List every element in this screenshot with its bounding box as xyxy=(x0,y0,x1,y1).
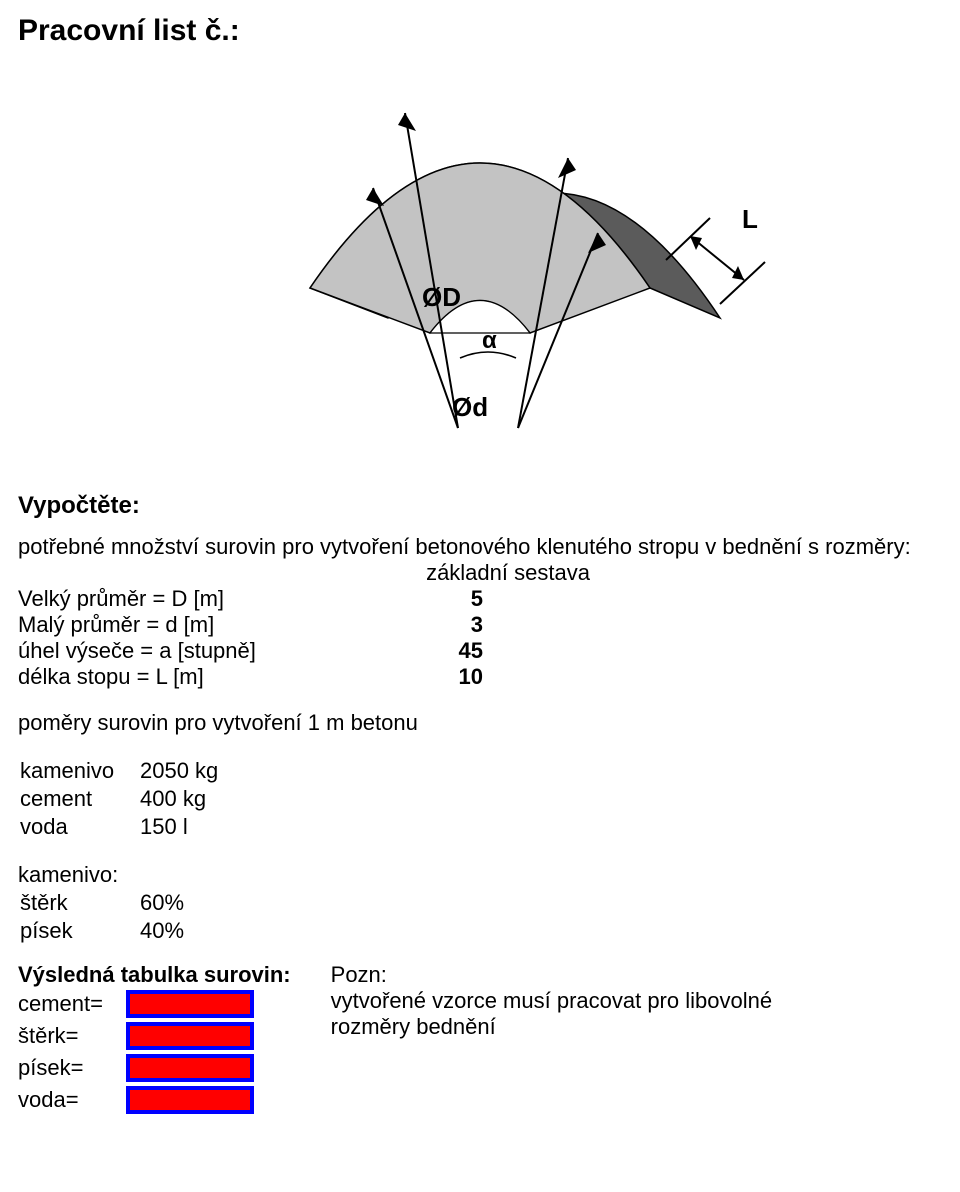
ratio-label: cement xyxy=(20,786,138,812)
aggregate-label: štěrk xyxy=(20,890,138,916)
arc-diagram: L ØD α Ød xyxy=(160,58,800,478)
ratio-value: 150 l xyxy=(140,814,250,840)
page-title: Pracovní list č.: xyxy=(18,14,942,48)
note-heading: Pozn: xyxy=(331,962,851,988)
param-label: délka stopu = L [m] xyxy=(18,664,398,690)
note-text: vytvořené vzorce musí pracovat pro libov… xyxy=(331,988,851,1040)
result-label: voda= xyxy=(18,1084,126,1116)
aggregate-label: písek xyxy=(20,918,138,944)
sestava-label: základní sestava xyxy=(268,560,748,586)
param-row: Malý průměr = d [m] 3 xyxy=(18,612,483,638)
param-value: 3 xyxy=(398,612,483,638)
result-label: písek= xyxy=(18,1052,126,1084)
result-row: písek= xyxy=(18,1052,266,1084)
ratio-label: kamenivo xyxy=(20,758,138,784)
ratio-value: 400 kg xyxy=(140,786,250,812)
aggregate-value: 60% xyxy=(140,890,250,916)
param-label: Malý průměr = d [m] xyxy=(18,612,398,638)
label-L: L xyxy=(742,204,758,234)
result-label: štěrk= xyxy=(18,1020,126,1052)
ratio-label: voda xyxy=(20,814,138,840)
results-table: cement= štěrk= písek= voda= xyxy=(18,988,266,1116)
label-alpha: α xyxy=(482,327,497,354)
result-box-pisek xyxy=(126,1054,254,1082)
params-table: Velký průměr = D [m] 5 Malý průměr = d [… xyxy=(18,586,483,690)
task-text: potřebné množství surovin pro vytvoření … xyxy=(18,534,942,560)
diagram-container: L ØD α Ød xyxy=(18,58,942,478)
param-value: 45 xyxy=(398,638,483,664)
result-box-voda xyxy=(126,1086,254,1114)
param-row: Velký průměr = D [m] 5 xyxy=(18,586,483,612)
param-row: délka stopu = L [m] 10 xyxy=(18,664,483,690)
aggregate-row: štěrk 60% xyxy=(20,890,250,916)
label-od-small: Ød xyxy=(452,392,488,422)
param-label: úhel výseče = a [stupně] xyxy=(18,638,398,664)
result-box-sterk xyxy=(126,1022,254,1050)
result-label: cement= xyxy=(18,988,126,1020)
result-box-cement xyxy=(126,990,254,1018)
aggregate-heading: kamenivo: xyxy=(18,862,942,888)
param-value: 5 xyxy=(398,586,483,612)
aggregate-table: štěrk 60% písek 40% xyxy=(18,888,252,946)
result-row: voda= xyxy=(18,1084,266,1116)
results-heading: Výsledná tabulka surovin: xyxy=(18,962,291,988)
param-label: Velký průměr = D [m] xyxy=(18,586,398,612)
ratios-table: kamenivo 2050 kg cement 400 kg voda 150 … xyxy=(18,756,252,842)
ratio-value: 2050 kg xyxy=(140,758,250,784)
result-row: cement= xyxy=(18,988,266,1020)
aggregate-row: písek 40% xyxy=(20,918,250,944)
ratios-heading: poměry surovin pro vytvoření 1 m betonu xyxy=(18,710,942,736)
ratio-row: voda 150 l xyxy=(20,814,250,840)
param-value: 10 xyxy=(398,664,483,690)
result-row: štěrk= xyxy=(18,1020,266,1052)
ratio-row: cement 400 kg xyxy=(20,786,250,812)
ratio-row: kamenivo 2050 kg xyxy=(20,758,250,784)
compute-heading: Vypočtěte: xyxy=(18,492,942,520)
param-row: úhel výseče = a [stupně] 45 xyxy=(18,638,483,664)
aggregate-value: 40% xyxy=(140,918,250,944)
label-OD: ØD xyxy=(422,282,461,312)
